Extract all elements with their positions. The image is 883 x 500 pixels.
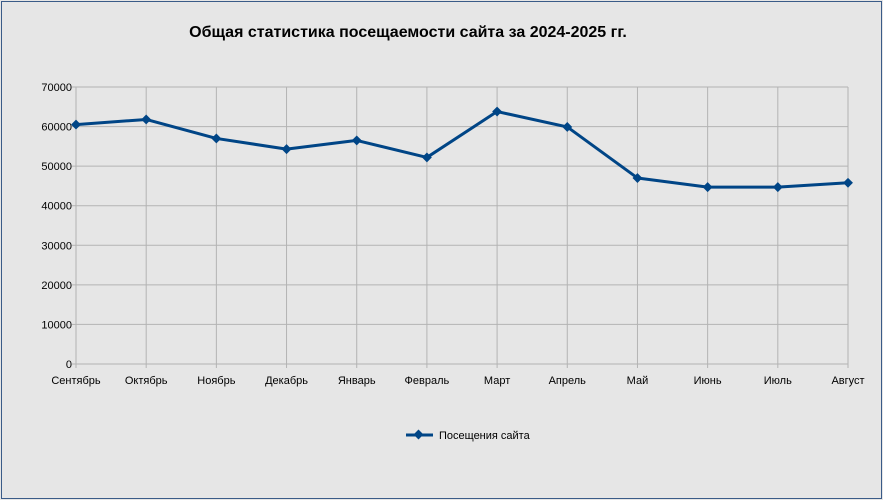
y-tick-label: 50000: [41, 161, 72, 173]
y-tick-label: 20000: [41, 280, 72, 292]
data-point: [421, 152, 432, 163]
x-tick-label: Декабрь: [265, 375, 308, 387]
x-tick-label: Февраль: [405, 375, 450, 387]
legend-marker: [413, 429, 424, 440]
chart-title: Общая статистика посещаемости сайта за 2…: [189, 24, 627, 41]
data-point: [632, 173, 643, 183]
y-tick-label: 10000: [41, 319, 72, 331]
x-tick-label: Июль: [764, 375, 792, 387]
data-point: [141, 114, 152, 125]
y-axis-ticks: 0 10000 20000 30000 40000 50000 60000 70000: [41, 82, 76, 371]
data-point: [702, 182, 713, 193]
data-point: [843, 177, 853, 188]
series-group: [71, 106, 853, 193]
x-tick-label: Июнь: [694, 375, 722, 387]
x-tick-label: Ноябрь: [197, 375, 235, 387]
y-tick-label: 40000: [41, 201, 72, 213]
x-tick-label: Октябрь: [125, 375, 168, 387]
data-point: [351, 135, 362, 146]
x-tick-label: Май: [627, 375, 649, 387]
x-tick-label: Август: [831, 375, 864, 387]
data-point: [562, 122, 573, 132]
legend-label: Посещения сайта: [439, 430, 531, 442]
x-tick-label: Апрель: [549, 375, 587, 387]
y-tick-label: 0: [66, 359, 72, 371]
series-line: [75, 110, 849, 189]
legend: Посещения сайта: [406, 429, 531, 442]
grid: [75, 86, 849, 365]
y-tick-label: 70000: [41, 82, 72, 94]
y-tick-label: 60000: [41, 122, 72, 134]
x-tick-label: Сентябрь: [51, 375, 101, 387]
data-point: [772, 182, 783, 193]
x-axis-ticks: Сентябрь Октябрь Ноябрь Декабрь Январь Феврал…: [51, 364, 865, 387]
axes: [75, 87, 848, 365]
x-tick-label: Январь: [338, 375, 376, 387]
y-tick-label: 30000: [41, 240, 72, 252]
x-tick-label: Март: [484, 375, 510, 387]
data-point: [281, 144, 292, 155]
data-point: [71, 119, 81, 130]
data-point: [211, 133, 222, 144]
